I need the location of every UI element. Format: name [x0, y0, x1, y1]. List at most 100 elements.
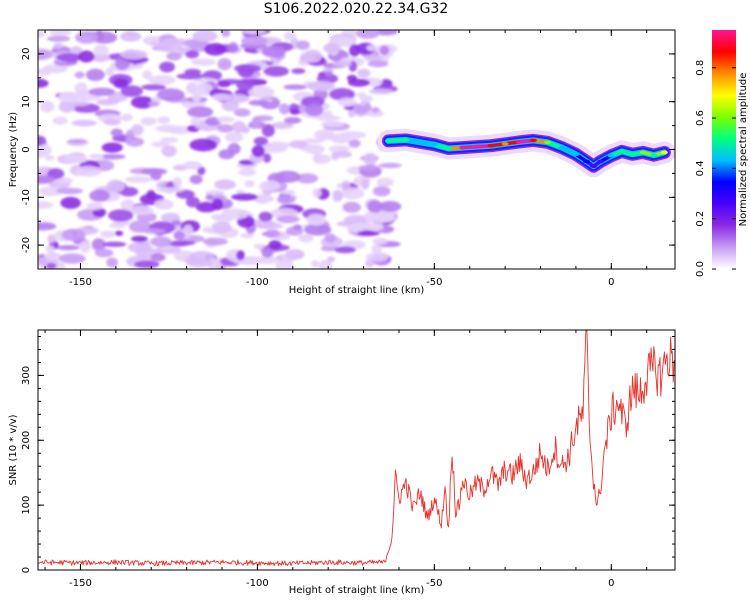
noise-blob — [276, 195, 296, 204]
noise-blob — [298, 233, 314, 243]
noise-blob — [185, 84, 196, 92]
noise-blob — [74, 82, 88, 95]
noise-blob — [151, 141, 169, 148]
noise-blob — [166, 51, 182, 61]
noise-blob — [157, 116, 171, 124]
noise-blob — [312, 188, 322, 198]
noise-blob — [212, 198, 224, 211]
noise-blob — [332, 189, 344, 201]
y-tick-label: 200 — [21, 431, 32, 450]
noise-blob — [148, 101, 159, 107]
noise-blob — [378, 162, 402, 169]
colorbar-tick-label: 0.6 — [695, 110, 706, 126]
noise-blob — [109, 222, 126, 229]
ridge-point — [515, 140, 523, 144]
ridge-point — [590, 164, 598, 168]
noise-blob — [263, 66, 290, 77]
noise-blob — [192, 30, 218, 43]
noise-blob — [176, 73, 205, 80]
noise-blob — [311, 260, 320, 268]
x-tick-label: -150 — [69, 578, 92, 589]
noise-blob — [302, 138, 326, 144]
noise-blob — [225, 132, 244, 143]
noise-blob — [67, 139, 88, 145]
noise-blob — [197, 83, 213, 96]
noise-blob — [371, 210, 395, 223]
noise-blob — [221, 208, 249, 220]
ridge-point — [572, 152, 580, 157]
noise-blob — [56, 187, 84, 195]
noise-blob — [312, 154, 332, 164]
noise-blob — [56, 53, 82, 62]
ridge-point — [529, 138, 537, 143]
ridge-point — [660, 150, 668, 155]
noise-blob — [127, 242, 152, 253]
noise-blob — [108, 209, 134, 222]
noise-blob — [329, 88, 355, 101]
noise-blob — [134, 260, 160, 269]
noise-blob — [341, 180, 351, 192]
x-tick-label: -100 — [246, 578, 269, 589]
ridge-point — [650, 153, 658, 157]
noise-blob — [261, 247, 274, 258]
noise-blob — [182, 224, 194, 237]
noise-blob — [372, 186, 391, 197]
noise-blob — [202, 237, 228, 246]
noise-blob — [114, 230, 124, 236]
noise-blob — [115, 58, 130, 70]
noise-blob — [320, 133, 339, 141]
ridge-point — [607, 153, 615, 158]
ridge-point — [501, 142, 509, 146]
noise-blob — [261, 45, 286, 58]
y-tick-label: 100 — [21, 496, 32, 515]
noise-blob — [161, 145, 177, 157]
ridge-point — [430, 142, 438, 147]
x-tick-label: 0 — [608, 578, 614, 589]
y-tick-label: 300 — [21, 366, 32, 385]
noise-blob — [142, 228, 166, 234]
noise-blob — [251, 116, 262, 128]
ridge-point — [629, 152, 636, 157]
noise-blob — [131, 124, 144, 136]
noise-blob — [195, 201, 218, 213]
noise-blob — [296, 173, 319, 184]
noise-blob — [261, 124, 275, 137]
noise-blob — [44, 155, 55, 161]
noise-blob — [366, 109, 384, 117]
noise-blob — [160, 38, 187, 45]
noise-blob — [376, 177, 394, 187]
noise-blob — [339, 131, 367, 139]
noise-blob — [361, 178, 370, 190]
noise-blob — [191, 58, 216, 66]
noise-blob — [175, 189, 195, 199]
noise-blob — [94, 248, 114, 258]
y-tick-label: 0 — [21, 146, 32, 152]
noise-blob — [323, 42, 341, 54]
ridge-point — [384, 139, 392, 143]
noise-blob — [253, 136, 269, 146]
noise-blob — [38, 144, 52, 157]
noise-blob — [96, 98, 119, 106]
noise-blob — [221, 93, 250, 104]
y-tick-label: -10 — [21, 189, 32, 205]
noise-blob — [262, 141, 290, 150]
noise-blob — [154, 199, 174, 210]
noise-blob — [367, 60, 389, 68]
noise-blob — [264, 229, 281, 239]
noise-blob — [53, 42, 63, 49]
noise-blob — [283, 84, 308, 90]
ridge-point — [402, 138, 410, 142]
noise-blob — [324, 70, 333, 77]
noise-blob — [142, 70, 153, 80]
y-axis-label: Frequency (Hz) — [8, 112, 19, 188]
x-tick-label: -50 — [426, 277, 442, 288]
noise-blob — [99, 154, 126, 160]
noise-blob — [254, 194, 272, 204]
noise-blob — [127, 205, 154, 216]
noise-blob — [38, 186, 63, 197]
noise-blob — [318, 259, 333, 269]
noise-blob — [119, 186, 139, 197]
ridge-point — [639, 150, 647, 155]
noise-blob — [103, 118, 121, 126]
